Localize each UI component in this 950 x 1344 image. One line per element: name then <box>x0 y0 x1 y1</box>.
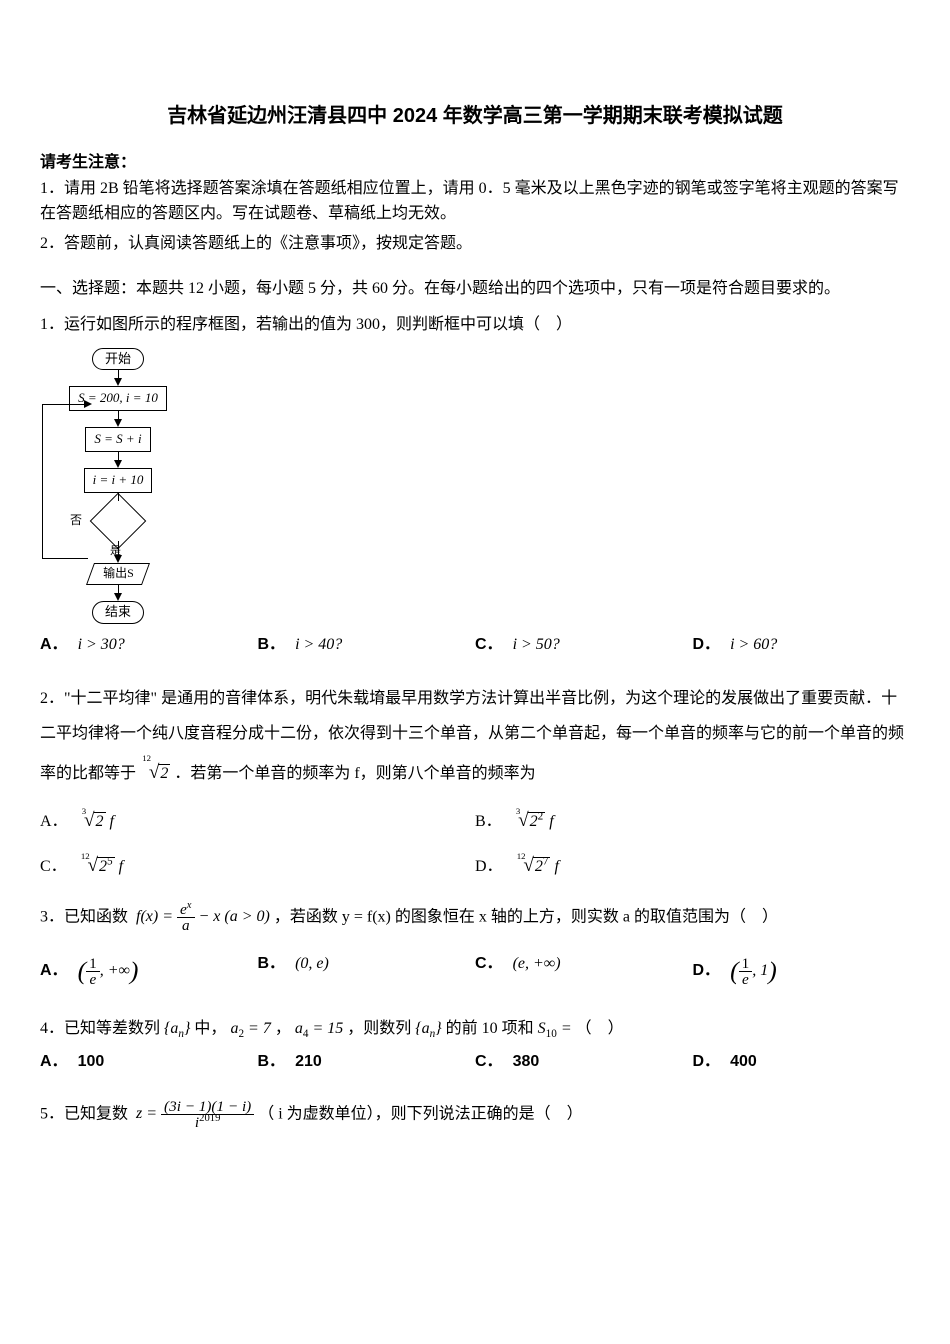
q2-opt-b: B． 3√22 f <box>475 808 910 835</box>
opt-value: i > 60? <box>730 636 777 653</box>
q4-stem: 4．已知等差数列 {an} 中， a2 = 7 ， a4 = 15 ，则数列 {… <box>40 1016 910 1042</box>
q1-flowchart: 开始 S = 200, i = 10 S = S + i i = i + 10 … <box>48 348 910 624</box>
opt-value: 400 <box>730 1049 757 1075</box>
opt-value: 3√22 f <box>514 808 554 835</box>
opt-value: (1e, +∞) <box>78 951 139 992</box>
q1-options: A． i > 30? B． i > 40? C． i > 50? D． i > 60? <box>40 632 910 658</box>
fc-output: 输出S <box>86 563 150 585</box>
q5-z-expr: z = (3i − 1)(1 − i)i2019 <box>132 1105 258 1122</box>
opt-label: B． <box>258 632 286 658</box>
notice-line-1: 1．请用 2B 铅笔将选择题答案涂填在答题纸相应位置上，请用 0．5 毫米及以上… <box>40 176 910 227</box>
opt-label: D． <box>693 958 721 984</box>
q5-text-1: 5．已知复数 <box>40 1105 128 1122</box>
opt-label: A． <box>40 1049 68 1075</box>
q5-text-2: （ i 为虚数单位），则下列说法正确的是（ ） <box>258 1105 582 1122</box>
question-5: 5．已知复数 z = (3i − 1)(1 − i)i2019 （ i 为虚数单… <box>40 1099 910 1130</box>
q1-opt-c: C． i > 50? <box>475 632 693 658</box>
question-4: 4．已知等差数列 {an} 中， a2 = 7 ， a4 = 15 ，则数列 {… <box>40 1016 910 1075</box>
q3-text-1: 3．已知函数 <box>40 908 128 925</box>
notice-line-2: 2．答题前，认真阅读答题纸上的《注意事项》，按规定答题。 <box>40 231 910 257</box>
q4-opt-d: D． 400 <box>693 1049 911 1075</box>
opt-value: 380 <box>513 1049 540 1075</box>
opt-label: C． <box>40 856 67 878</box>
q3-opt-c: C． (e, +∞) <box>475 951 693 992</box>
q4-opt-c: C． 380 <box>475 1049 693 1075</box>
fc-loopback-h-top <box>42 404 86 405</box>
q4-opt-a: A． 100 <box>40 1049 258 1075</box>
fc-output-label: 输出S <box>103 564 134 583</box>
fc-yes-label: 是 <box>110 543 121 561</box>
opt-value: 3√2 f <box>80 808 114 835</box>
opt-value: (0, e) <box>295 951 329 977</box>
exam-title: 吉林省延边州汪清县四中 2024 年数学高三第一学期期末联考模拟试题 <box>40 100 910 132</box>
q2-opt-a: A． 3√2 f <box>40 808 475 835</box>
fc-loopback-arrow <box>84 400 92 408</box>
fc-decision: 否 是 <box>88 501 148 541</box>
q3-fx: f(x) = exa − x (a > 0) <box>132 908 274 925</box>
opt-value: i > 40? <box>295 636 342 653</box>
opt-label: A． <box>40 632 68 658</box>
q2-text-2: ．若第一个单音的频率为 f，则第八个单音的频率为 <box>174 765 535 782</box>
notice-heading: 请考生注意： <box>40 150 910 176</box>
q3-opt-b: B． (0, e) <box>258 951 476 992</box>
q4-opt-b: B． 210 <box>258 1049 476 1075</box>
fc-no-label: 否 <box>70 511 82 530</box>
q4-options: A． 100 B． 210 C． 380 D． 400 <box>40 1049 910 1075</box>
opt-label: B． <box>258 1049 286 1075</box>
q1-opt-b: B． i > 40? <box>258 632 476 658</box>
opt-label: C． <box>475 951 503 977</box>
q3-text-2: ，若函数 y = f(x) 的图象恒在 x 轴的上方，则实数 a 的取值范围为（… <box>274 908 778 925</box>
opt-label: D． <box>693 1049 721 1075</box>
opt-value: 12√25 f <box>79 853 123 880</box>
opt-label: D． <box>693 632 721 658</box>
opt-label: C． <box>475 632 503 658</box>
opt-label: D． <box>475 856 503 878</box>
opt-label: A． <box>40 958 68 984</box>
q3-stem: 3．已知函数 f(x) = exa − x (a > 0) ，若函数 y = f… <box>40 902 910 933</box>
opt-value: 100 <box>78 1049 105 1075</box>
opt-label: C． <box>475 1049 503 1075</box>
q1-opt-a: A． i > 30? <box>40 632 258 658</box>
opt-label: A． <box>40 811 68 833</box>
q2-options: A． 3√2 f B． 3√22 f C． 12√25 f D． 12√27 f <box>40 808 910 880</box>
opt-label: B． <box>258 951 286 977</box>
opt-value: (e, +∞) <box>513 951 561 977</box>
opt-value: 12√27 f <box>515 853 559 880</box>
question-1: 1．运行如图所示的程序框图，若输出的值为 300，则判断框中可以填（ ） 开始 … <box>40 312 910 657</box>
question-3: 3．已知函数 f(x) = exa − x (a > 0) ，若函数 y = f… <box>40 902 910 992</box>
opt-value: 210 <box>295 1049 322 1075</box>
opt-value: (1e, 1) <box>730 951 777 992</box>
fc-step2: i = i + 10 <box>84 468 153 493</box>
q2-opt-c: C． 12√25 f <box>40 853 475 880</box>
opt-value: i > 30? <box>78 636 125 653</box>
q1-opt-d: D． i > 60? <box>693 632 911 658</box>
opt-label: B． <box>475 811 502 833</box>
question-2: 2．"十二平均律" 是通用的音律体系，明代朱载堉最早用数学方法计算出半音比例，为… <box>40 681 910 879</box>
q2-root-12-2: 12√2 <box>140 765 170 782</box>
fc-loopback-v <box>42 404 43 558</box>
section-1-instructions: 一、选择题：本题共 12 小题，每小题 5 分，共 60 分。在每小题给出的四个… <box>40 276 910 302</box>
fc-step1: S = S + i <box>85 427 150 452</box>
fc-start: 开始 <box>92 348 144 371</box>
q3-options: A． (1e, +∞) B． (0, e) C． (e, +∞) D． (1e,… <box>40 951 910 992</box>
q1-text: 1．运行如图所示的程序框图，若输出的值为 300，则判断框中可以填（ ） <box>40 312 910 338</box>
fc-end: 结束 <box>92 601 144 624</box>
q3-opt-a: A． (1e, +∞) <box>40 951 258 992</box>
q2-opt-d: D． 12√27 f <box>475 853 910 880</box>
opt-value: i > 50? <box>513 636 560 653</box>
fc-loopback-h-bot <box>42 558 88 559</box>
q3-opt-d: D． (1e, 1) <box>693 951 911 992</box>
